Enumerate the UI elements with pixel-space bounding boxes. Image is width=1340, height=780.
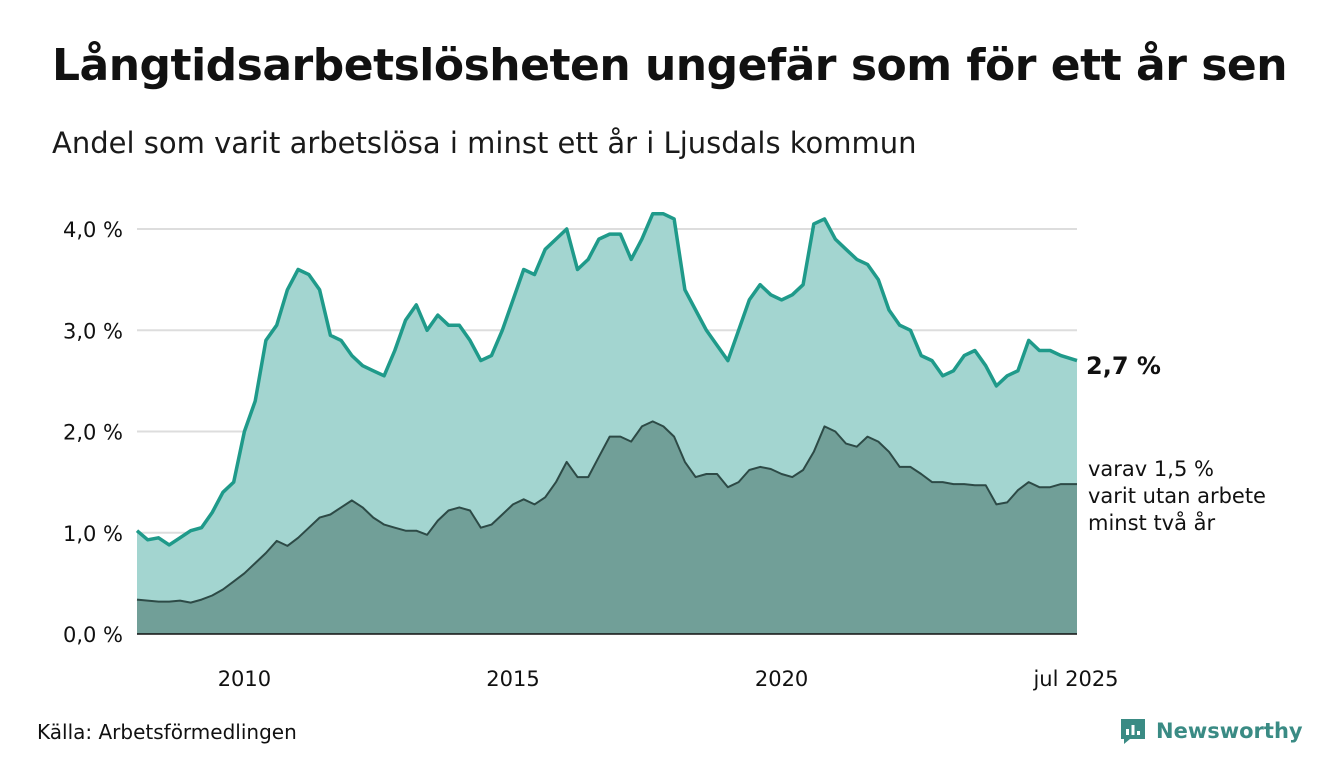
brand-logo: Newsworthy (1118, 714, 1303, 748)
newsworthy-logo-icon (1121, 719, 1145, 744)
brand-name: Newsworthy (1156, 719, 1303, 743)
source-note: Källa: Arbetsförmedlingen (37, 720, 297, 744)
y-tick-label: 3,0 % (63, 319, 123, 343)
chart-title: Långtidsarbetslösheten ungefär som för e… (52, 40, 1288, 91)
end-value-label: 2,7 % (1086, 352, 1161, 380)
y-axis-ticks: 0,0 % 1,0 % 2,0 % 3,0 % 4,0 % (63, 218, 123, 647)
y-tick-label: 1,0 % (63, 522, 123, 546)
note-line-2: varit utan arbete (1088, 484, 1266, 508)
note-line-1: varav 1,5 % (1088, 457, 1214, 481)
x-tick-label: 2015 (486, 667, 539, 691)
y-tick-label: 0,0 % (63, 623, 123, 647)
x-tick-label: 2020 (755, 667, 808, 691)
area-two-years (137, 421, 1077, 634)
x-tick-label: 2010 (218, 667, 271, 691)
chart-subtitle: Andel som varit arbetslösa i minst ett å… (52, 126, 917, 160)
y-tick-label: 4,0 % (63, 218, 123, 242)
note-line-3: minst två år (1088, 510, 1216, 535)
sub-series-note: varav 1,5 % varit utan arbete minst två … (1088, 457, 1266, 535)
x-axis-ticks: 2010 2015 2020 jul 2025 (218, 667, 1119, 691)
line-two-years (136, 420, 1077, 604)
x-tick-label: jul 2025 (1032, 667, 1118, 691)
y-tick-label: 2,0 % (63, 421, 123, 445)
area-chart: 0,0 % 1,0 % 2,0 % 3,0 % 4,0 % 2010 2015 2020 ju… (63, 212, 1266, 691)
line-total (135, 212, 1078, 547)
